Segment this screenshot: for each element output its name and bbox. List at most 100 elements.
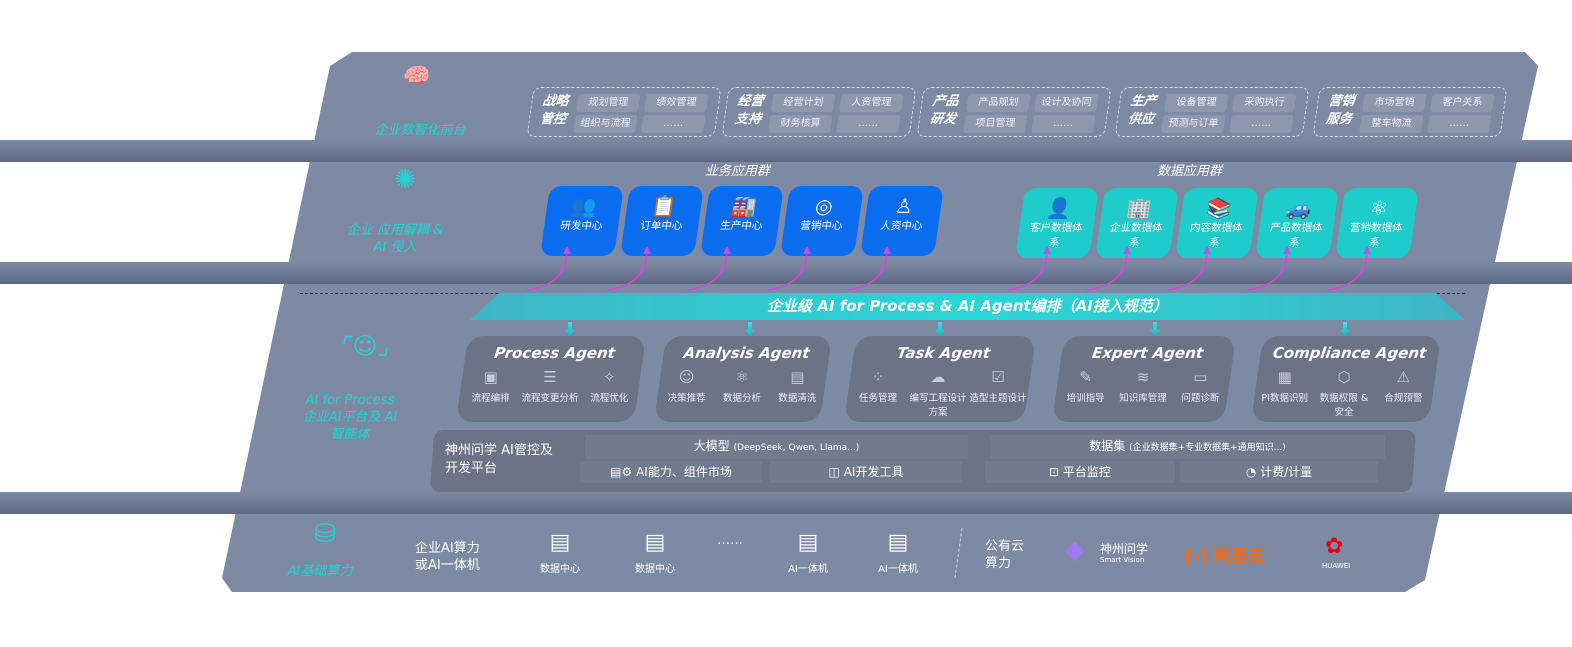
agent-card[interactable]: Expert Agent ✎ 培训指导 ≋ 知识库管理 ▭ 问题诊断 — [1051, 336, 1237, 422]
connector-arrow — [766, 249, 808, 291]
shield-icon: ⬡ — [1337, 368, 1351, 386]
agent-name: Analysis Agent — [682, 344, 811, 362]
arrow-head — [643, 246, 651, 254]
agent-capability[interactable]: ▤ 数据清洗 — [770, 368, 825, 404]
aliyun-logo: [-] 阿里云 — [1185, 547, 1265, 567]
public-cloud-label: 公有云 算力 — [985, 539, 1025, 571]
dev-tools[interactable]: ◫ AI开发工具 — [770, 461, 962, 483]
face-scan-icon: ⌜☺⌟ — [341, 332, 389, 360]
agent-capability[interactable]: ☺ 决策推荐 — [659, 368, 714, 404]
server-icon: ▤ — [887, 530, 909, 555]
agent-capability[interactable]: ☁ 编写工程设计方案 — [908, 368, 968, 418]
down-arrow — [745, 322, 755, 336]
platform-title: 神州问学 AI管控及开发平台 — [445, 443, 553, 476]
pen-icon: ✎ — [1079, 368, 1092, 386]
layer-divider — [0, 262, 1572, 284]
aliyun-label: 阿里云 — [1213, 547, 1265, 567]
capability-label: 流程编排 — [471, 393, 510, 404]
agent-capability[interactable]: ☑ 造型主题设计 — [968, 368, 1028, 418]
llm-note: (DeepSeek, Qwen, Llama...) — [733, 443, 860, 453]
data-group-title: 数据应用群 — [1157, 164, 1223, 179]
capability-label: 数据权限 & 安全 — [1319, 393, 1369, 418]
atom-icon: ⚛ — [735, 368, 749, 386]
chart-icon: ▣ — [483, 368, 498, 386]
list-icon: ☰ — [543, 368, 557, 386]
server-icon: ▤ — [644, 530, 666, 555]
agent-capability[interactable]: ▣ 流程编排 — [461, 368, 520, 404]
server-label: 数据中心 — [540, 564, 580, 575]
capability-label: 培训指导 — [1066, 393, 1105, 404]
molecule-icon: ✺ — [394, 165, 416, 195]
agent-capability[interactable]: ≋ 知识库管理 — [1114, 368, 1171, 404]
capability-label: 造型主题设计 — [969, 393, 1027, 404]
billing-label: 计费/计量 — [1260, 465, 1313, 479]
capability-label: 合规预警 — [1384, 393, 1423, 404]
arrow-head — [1043, 246, 1051, 254]
agent-card[interactable]: Analysis Agent ☺ 决策推荐 ⚛ 数据分析 ▤ 数据清洗 — [653, 336, 833, 422]
agent-capability[interactable]: ⚠ 合规预警 — [1374, 368, 1433, 418]
compute-label: 企业AI算力 或AI一体机 — [415, 541, 480, 573]
huawei-label: HUAWEI — [1322, 562, 1351, 570]
down-arrow — [935, 322, 945, 336]
agent-capability[interactable]: ▭ 问题诊断 — [1172, 368, 1229, 404]
agent-capability[interactable]: ▦ PI数据识别 — [1255, 368, 1314, 418]
agent-capability[interactable]: ⚛ 数据分析 — [714, 368, 769, 404]
server-node: ▤ AI一体机 — [778, 530, 838, 575]
agent-capability[interactable]: ✎ 培训指导 — [1057, 368, 1114, 404]
server-node: ▤ 数据中心 — [530, 530, 590, 575]
agent-card[interactable]: Task Agent ⁘ 任务管理 ☁ 编写工程设计方案 ☑ 造型主题设计 — [843, 336, 1037, 422]
arrow-head — [803, 246, 811, 254]
agent-capability[interactable]: ✧ 流程优化 — [580, 368, 639, 404]
apps-layer-label: 企业 应用解耦 & AI 侵入 — [346, 223, 444, 255]
arrow-head — [723, 246, 731, 254]
smart-vision-logo: ◆ — [1065, 535, 1085, 565]
connector-arrow — [1086, 249, 1128, 291]
connector-arrow — [1326, 249, 1368, 291]
cloud-icon: ☁ — [930, 368, 946, 386]
layer-divider — [0, 140, 1572, 162]
down-arrow — [565, 322, 575, 336]
id-icon: ▦ — [1277, 368, 1292, 386]
capability-label: 任务管理 — [859, 393, 898, 404]
llm-row: 大模型 (DeepSeek, Qwen, Llama...) — [585, 435, 968, 459]
component-market[interactable]: ▤⚙ AI能力、组件市场 — [580, 461, 762, 483]
brain-icon: 🧠 — [401, 64, 429, 89]
capability-label: 问题诊断 — [1181, 393, 1220, 404]
capability-label: 知识库管理 — [1119, 393, 1167, 404]
dataset-label: 数据集 — [1089, 439, 1126, 453]
front-layer-label: 企业数智化前台 — [374, 123, 466, 138]
component-market-label: AI能力、组件市场 — [636, 465, 732, 479]
huawei-logo: ✿ — [1325, 534, 1344, 559]
capability-label: 数据清洗 — [778, 393, 817, 404]
capability-label: 流程变更分析 — [521, 393, 579, 404]
layers-icon: ≋ — [1136, 368, 1150, 386]
arrow-head — [1203, 246, 1211, 254]
agent-name: Expert Agent — [1090, 344, 1205, 362]
capability-label: PI数据识别 — [1261, 393, 1308, 404]
server-icon: ▤ — [549, 530, 571, 555]
connector-arrow — [686, 249, 728, 291]
agent-capability[interactable]: ⬡ 数据权限 & 安全 — [1314, 368, 1373, 418]
agent-name: Task Agent — [895, 344, 992, 362]
sparkle-icon: ✧ — [603, 368, 616, 386]
database-icon: ⛁ — [314, 519, 336, 549]
agent-capability[interactable]: ⁘ 任务管理 — [848, 368, 908, 418]
server-node: ▤ 数据中心 — [625, 530, 685, 575]
arrow-head — [563, 246, 571, 254]
billing[interactable]: ◔ 计费/计量 — [1180, 461, 1378, 483]
connector-arrow — [526, 249, 568, 291]
platform-monitor[interactable]: ⊡ 平台监控 — [985, 461, 1175, 483]
agent-card[interactable]: Compliance Agent ▦ PI数据识别 ⬡ 数据权限 & 安全 ⚠ 合规预警 — [1250, 336, 1442, 422]
business-group-title: 业务应用群 — [705, 164, 771, 179]
server-label: AI一体机 — [878, 564, 918, 575]
orchestration-banner: 企业级 AI for Process & AI Agent编排（AI接入规范） — [470, 293, 1465, 320]
connector-arrow — [1246, 249, 1288, 291]
alert-icon: ⚠ — [1396, 368, 1411, 386]
network-icon: ⁘ — [871, 368, 885, 386]
agent-card[interactable]: Process Agent ▣ 流程编排 ☰ 流程变更分析 ✧ 流程优化 — [455, 336, 647, 422]
checklist-icon: ☑ — [991, 368, 1005, 386]
agent-capability[interactable]: ☰ 流程变更分析 — [520, 368, 579, 404]
brand-shenzhou-sub: Smart Vision — [1100, 556, 1145, 564]
infra-layer-label: AI基础算力 — [287, 564, 353, 579]
server-label: 数据中心 — [635, 564, 675, 575]
